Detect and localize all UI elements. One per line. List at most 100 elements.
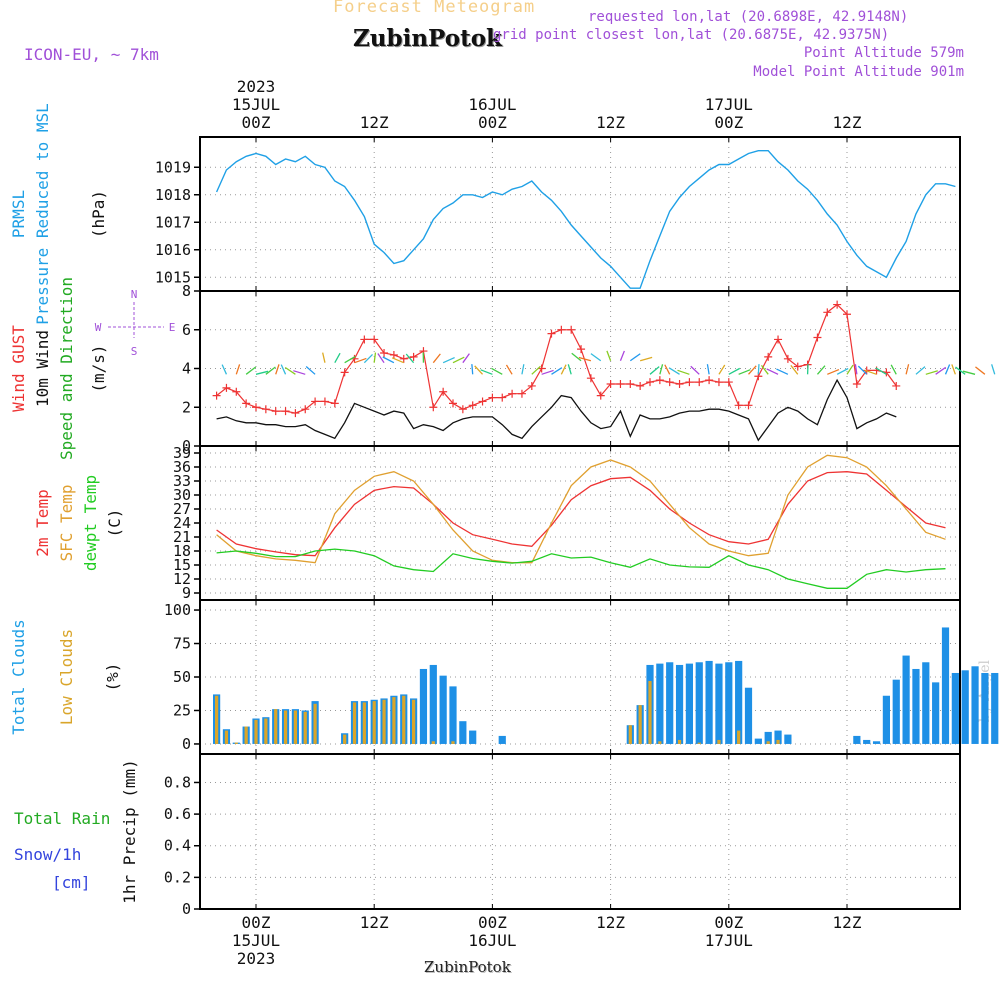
low-cloud-bar (274, 709, 278, 744)
wind-direction-arrow (925, 370, 938, 375)
gust-marker (833, 300, 842, 309)
precip-legend-unit: [cm] (52, 873, 91, 892)
total-cloud-bar (991, 672, 999, 744)
wind-direction-arrow (659, 364, 664, 375)
clouds-axis-label: Low Clouds (57, 629, 76, 725)
gust-marker (271, 407, 280, 416)
y-tick-label: 1016 (155, 241, 191, 259)
wind-direction-arrow (619, 350, 625, 361)
wind-direction-arrow (951, 364, 956, 375)
total-cloud-bar (961, 670, 969, 744)
bottom-time-label: 15JUL (232, 931, 280, 950)
gust-line (216, 303, 897, 414)
gust-marker (330, 399, 339, 408)
gust-marker (636, 381, 645, 390)
top-time-label: 00Z (242, 113, 271, 132)
gust-marker (301, 405, 310, 414)
wind-direction-arrow (935, 366, 947, 375)
total-cloud-bar (735, 660, 743, 744)
total-cloud-bar (744, 687, 753, 744)
wind-direction-arrow (606, 350, 612, 361)
wind-direction-arrow (649, 366, 660, 375)
gust-marker (517, 389, 526, 398)
model-name: ICON-EU, ~ 7km (24, 45, 159, 64)
total-cloud-bar (872, 741, 881, 744)
wind-direction-arrow (728, 367, 741, 375)
low-cloud-bar (638, 705, 642, 744)
total-cloud-bar (981, 672, 989, 744)
y-tick-label: 0.8 (164, 773, 191, 791)
gust-marker (409, 352, 418, 361)
low-cloud-bar (628, 725, 632, 744)
wind-direction-arrow (757, 364, 760, 375)
gust-marker (360, 335, 369, 344)
y-tick-label: 1018 (155, 186, 191, 204)
y-tick-label: 1015 (155, 268, 191, 286)
wind-direction-arrow (690, 365, 700, 375)
y-tick-label: 9 (182, 584, 191, 602)
gust-marker (783, 354, 792, 363)
low-cloud-bar (717, 739, 721, 744)
wind-direction-arrow (846, 364, 854, 375)
low-cloud-bar (737, 730, 741, 744)
compass-s: S (131, 345, 138, 358)
gust-marker (734, 401, 743, 410)
wind-direction-arrow (551, 367, 563, 375)
low-cloud-bar (234, 742, 238, 744)
y-tick-label: 39 (173, 444, 191, 462)
wind-direction-arrow (245, 366, 257, 375)
gust-marker (242, 399, 251, 408)
wind-direction-arrow (491, 367, 503, 375)
wind-direction-arrow (748, 365, 757, 375)
gust-marker (577, 345, 586, 354)
station-title: ZubinPotok (353, 25, 502, 52)
low-cloud-bar (283, 710, 288, 744)
total-cloud-bar (774, 730, 782, 744)
low-cloud-bar (451, 741, 455, 744)
wind-axis-label: Wind GUST (9, 325, 28, 412)
gust-marker (744, 401, 753, 410)
gust-marker (311, 397, 320, 406)
gust-marker (705, 376, 714, 385)
gust-marker (488, 393, 497, 402)
top-time-label: 12Z (833, 113, 862, 132)
low-cloud-bar (343, 734, 347, 744)
gust-marker (813, 333, 822, 342)
y-tick-label: 50 (173, 668, 191, 686)
gust-marker (261, 405, 270, 414)
total-cloud-bar (912, 668, 920, 744)
wind-direction-arrow (738, 369, 751, 375)
low-cloud-bar (362, 702, 366, 744)
total-cloud-bar (784, 734, 792, 744)
wind-direction-arrow (505, 364, 513, 375)
y-tick-label: 100 (164, 601, 191, 619)
gust-marker (655, 376, 664, 385)
y-tick-label: 18 (173, 542, 191, 560)
total-cloud-bar (715, 663, 723, 744)
low-cloud-bar (264, 718, 268, 744)
wind-direction-arrow (578, 356, 592, 362)
wind-direction-arrow (521, 364, 525, 375)
wind-direction-arrow (816, 365, 826, 375)
y-tick-label: 0 (182, 735, 191, 753)
bottom-time-label: 2023 (237, 949, 276, 968)
wind-axis-label: Speed and Direction (57, 277, 76, 460)
bottom-time-label: 12Z (833, 913, 862, 932)
wind-direction-arrow (875, 367, 887, 375)
pressure-axis-label: (hPa) (89, 190, 108, 238)
wind-direction-arrow (590, 353, 602, 362)
gust-marker (508, 389, 517, 398)
low-cloud-bar (254, 719, 258, 744)
closest-coords: grid point closest lon,lat (20.6875E, 42… (493, 27, 890, 43)
wind-direction-arrow (452, 356, 465, 364)
top-time-label: 00Z (478, 113, 507, 132)
gust-marker (764, 352, 773, 361)
sfc-temp-line (216, 454, 946, 564)
low-cloud-bar (431, 741, 435, 744)
total-cloud-bar (656, 663, 664, 744)
total-cloud-bar (459, 721, 467, 744)
gust-marker (665, 378, 674, 387)
total-cloud-bar (469, 730, 477, 744)
wind-direction-arrow (531, 365, 541, 375)
wind-direction-arrow (382, 356, 395, 364)
